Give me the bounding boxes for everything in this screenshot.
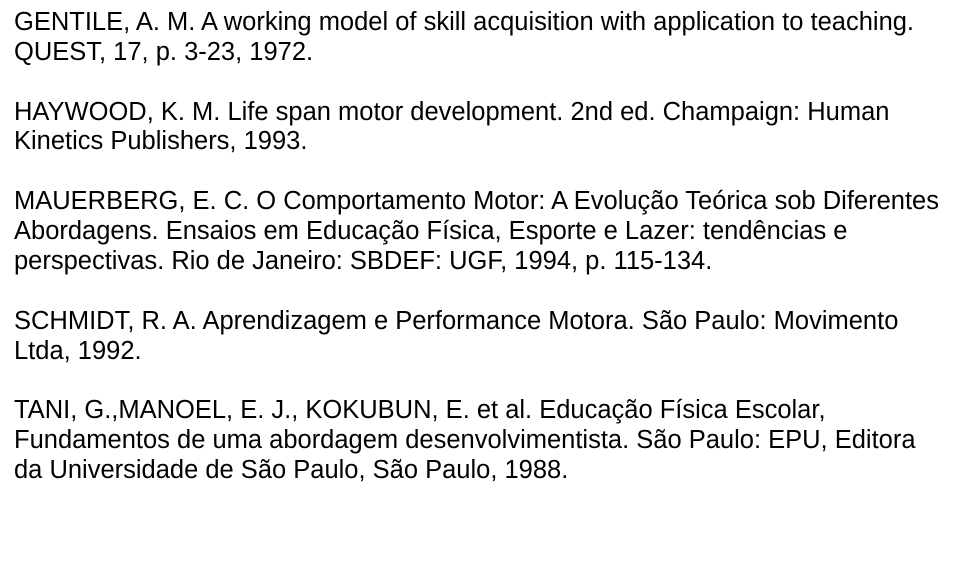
reference-entry: SCHMIDT, R. A. Aprendizagem e Performanc… <box>14 307 946 367</box>
reference-entry: HAYWOOD, K. M. Life span motor developme… <box>14 98 946 158</box>
reference-entry: MAUERBERG, E. C. O Comportamento Motor: … <box>14 187 946 276</box>
reference-entry: TANI, G.,MANOEL, E. J., KOKUBUN, E. et a… <box>14 396 946 485</box>
reference-list: GENTILE, A. M. A working model of skill … <box>0 0 960 486</box>
reference-entry: GENTILE, A. M. A working model of skill … <box>14 8 946 68</box>
